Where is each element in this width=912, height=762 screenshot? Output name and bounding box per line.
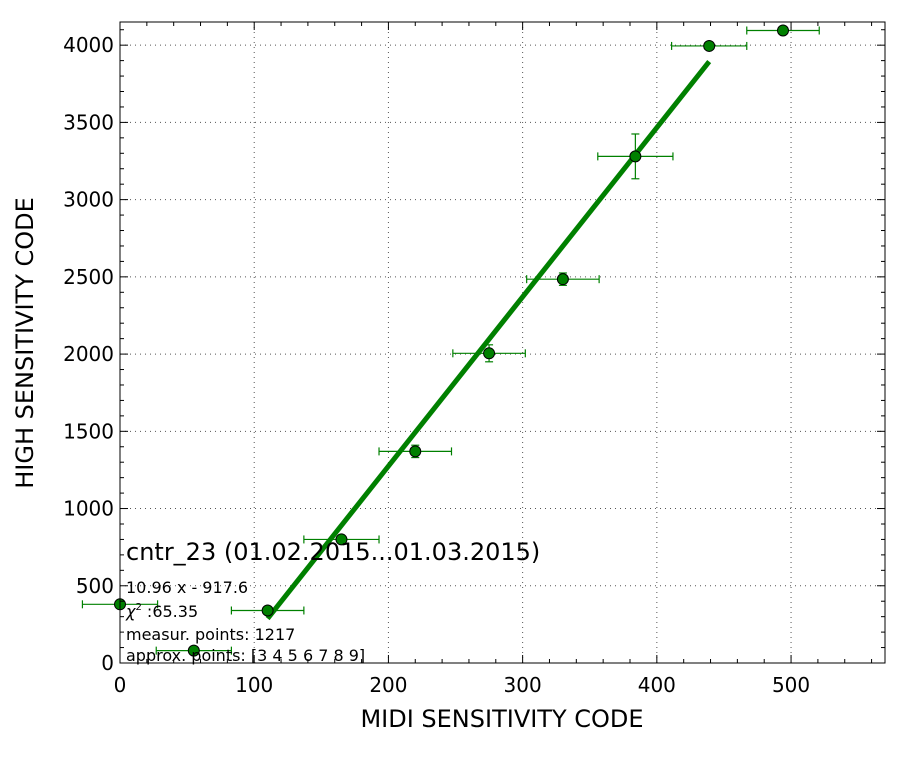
y-tick-label: 0 bbox=[101, 651, 114, 675]
y-tick-label: 1000 bbox=[63, 497, 114, 521]
chi-symbol: χ bbox=[125, 602, 136, 621]
y-tick-label: 4000 bbox=[63, 33, 114, 57]
data-point bbox=[335, 533, 348, 546]
data-point bbox=[187, 644, 200, 657]
data-point bbox=[483, 347, 496, 360]
tick-labels: 0 100 200 300 400 500 0 500 1000 1500 2000 2500 3000… bbox=[63, 33, 810, 697]
data-point bbox=[703, 39, 716, 52]
data-point bbox=[556, 273, 569, 286]
y-tick-label: 1500 bbox=[63, 419, 114, 443]
data-point bbox=[629, 150, 642, 163]
y-tick-label: 3000 bbox=[63, 188, 114, 212]
annotation-approx-points: approx. points: [3 4 5 6 7 8 9] bbox=[126, 646, 365, 665]
fit-line bbox=[265, 60, 712, 621]
x-tick-label: 200 bbox=[369, 673, 407, 697]
annotation-box: cntr_23 (01.02.2015...01.03.2015) 10.96 … bbox=[125, 538, 540, 665]
grid-lines bbox=[120, 22, 885, 663]
x-axis-title: MIDI SENSITIVITY CODE bbox=[360, 705, 643, 733]
chi-value: :65.35 bbox=[142, 602, 198, 621]
y-tick-label: 3500 bbox=[63, 110, 114, 134]
data-point bbox=[777, 24, 789, 37]
data-point bbox=[261, 604, 274, 617]
chi-exponent: 2 bbox=[135, 602, 141, 613]
axis-ticks bbox=[119, 22, 885, 664]
x-tick-label: 500 bbox=[772, 673, 810, 697]
fit-line-layer bbox=[265, 60, 712, 621]
plot-frame bbox=[119, 21, 886, 664]
x-tick-label: 300 bbox=[504, 673, 542, 697]
y-axis-title: HIGH SENSITIVITY CODE bbox=[11, 197, 39, 489]
annotation-title: cntr_23 (01.02.2015...01.03.2015) bbox=[126, 538, 540, 566]
annotation-measur-points: measur. points: 1217 bbox=[126, 625, 295, 644]
x-tick-label: 400 bbox=[638, 673, 676, 697]
annotation-chi-square: χ2 :65.35 bbox=[125, 602, 198, 621]
data-point bbox=[409, 445, 422, 458]
data-points bbox=[114, 24, 789, 657]
y-tick-label: 2500 bbox=[63, 265, 114, 289]
annotation-equation: 10.96 x - 917.6 bbox=[126, 578, 248, 597]
y-tick-label: 500 bbox=[76, 574, 114, 598]
x-tick-label: 0 bbox=[114, 673, 127, 697]
y-tick-label: 2000 bbox=[63, 342, 114, 366]
x-tick-label: 100 bbox=[235, 673, 273, 697]
